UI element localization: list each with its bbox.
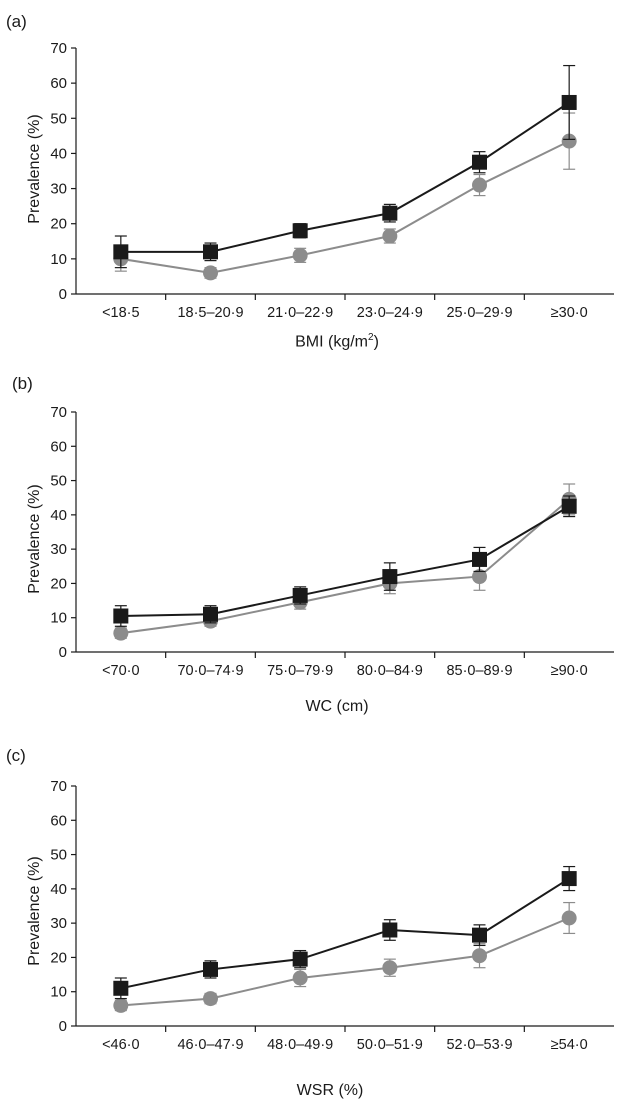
chart-panel-c: (c) Prevalence (%) 0 10 20 30 40 50 60 70 <46·0 4… [0,732,620,1092]
data-point-square [203,607,218,622]
data-point-square [293,952,308,967]
data-point-circle [203,991,218,1006]
data-point-square [382,569,397,584]
data-point-circle [203,265,218,280]
y-tick-label: 60 [50,75,67,92]
x-tick-label: 18·5–20·9 [177,305,243,321]
y-tick-label: 50 [50,847,67,864]
y-tick-label: 20 [50,575,67,592]
x-tick-label: <70·0 [102,663,140,679]
y-tick-label: 40 [50,507,67,524]
chart-panel-b: (b) Prevalence (%) 0 10 20 30 40 50 60 70 <70·0 7… [0,362,620,722]
data-point-square [113,609,128,624]
chart-plot: 0 10 20 30 40 50 60 70 <46·0 46·0–47·9 48·0–49·9 50… [0,732,620,1106]
y-tick-label: 20 [50,216,67,233]
data-point-circle [293,248,308,263]
x-tick-label: ≥90·0 [551,663,588,679]
y-tick-label: 60 [50,438,67,455]
data-point-square [113,981,128,996]
chart-plot: 0 10 20 30 40 50 60 70 <70·0 70·0–74·9 75·0–79·9 80… [0,362,620,722]
y-tick-label: 0 [59,644,67,661]
x-tick-label: 23·0–24·9 [357,305,423,321]
data-point-circle [382,960,397,975]
data-point-square [472,155,487,170]
data-point-square [293,588,308,603]
y-tick-label: 10 [50,984,67,1001]
y-tick-label: 10 [50,251,67,268]
data-point-square [562,871,577,886]
x-axis-label-tail: ) [374,333,379,350]
y-tick-label: 40 [50,881,67,898]
series-line [121,506,569,616]
y-tick-label: 0 [59,1018,67,1035]
y-tick-label: 10 [50,610,67,627]
data-point-square [472,552,487,567]
x-tick-label: 75·0–79·9 [267,663,333,679]
y-tick-label: 60 [50,812,67,829]
data-point-circle [472,948,487,963]
x-axis-label-main: BMI (kg/m [295,333,368,350]
y-tick-label: 50 [50,110,67,127]
data-point-square [382,923,397,938]
series-line [121,141,569,273]
x-tick-label: 21·0–22·9 [267,305,333,321]
y-tick-label: 70 [50,778,67,795]
chart-plot: 0 10 20 30 40 50 60 70 <18·5 18·5–20·9 21·0–22·9 23… [0,0,620,360]
chart-panel-a: (a) Prevalence (%) 0 10 20 30 40 50 60 70 <18·5 1… [0,0,620,360]
x-tick-label: <18·5 [102,305,140,321]
data-point-square [113,244,128,259]
data-point-square [203,244,218,259]
y-tick-label: 70 [50,404,67,421]
data-point-square [203,962,218,977]
x-axis-label-main: WSR (%) [297,1082,364,1099]
data-point-square [382,206,397,221]
x-tick-label: 25·0–29·9 [446,305,512,321]
y-tick-label: 30 [50,181,67,198]
x-tick-label: 85·0–89·9 [446,663,512,679]
x-tick-label: 50·0–51·9 [357,1037,423,1053]
x-axis-label: WC (cm) [0,698,620,716]
data-point-circle [293,971,308,986]
data-point-circle [472,178,487,193]
data-point-square [293,223,308,238]
x-tick-label: 80·0–84·9 [357,663,423,679]
y-tick-label: 20 [50,949,67,966]
y-tick-label: 50 [50,473,67,490]
data-point-circle [382,229,397,244]
y-tick-label: 30 [50,915,67,932]
x-tick-label: 46·0–47·9 [177,1037,243,1053]
data-point-circle [113,998,128,1013]
y-tick-label: 70 [50,40,67,57]
series-line [121,102,569,251]
series-line [121,499,569,633]
y-tick-label: 30 [50,541,67,558]
data-point-square [562,499,577,514]
y-tick-label: 0 [59,286,67,303]
data-point-circle [562,911,577,926]
x-tick-label: <46·0 [102,1037,140,1053]
series-line [121,918,569,1005]
data-point-circle [113,626,128,641]
x-axis-label-main: WC (cm) [305,698,368,715]
x-tick-label: 48·0–49·9 [267,1037,333,1053]
x-tick-label: ≥30·0 [551,305,588,321]
x-tick-label: 70·0–74·9 [177,663,243,679]
x-tick-label: ≥54·0 [551,1037,588,1053]
x-axis-label: WSR (%) [0,1082,620,1100]
data-point-square [472,928,487,943]
series-line [121,879,569,989]
y-tick-label: 40 [50,145,67,162]
x-axis-label: BMI (kg/m2) [0,332,620,351]
x-tick-label: 52·0–53·9 [446,1037,512,1053]
data-point-square [562,95,577,110]
